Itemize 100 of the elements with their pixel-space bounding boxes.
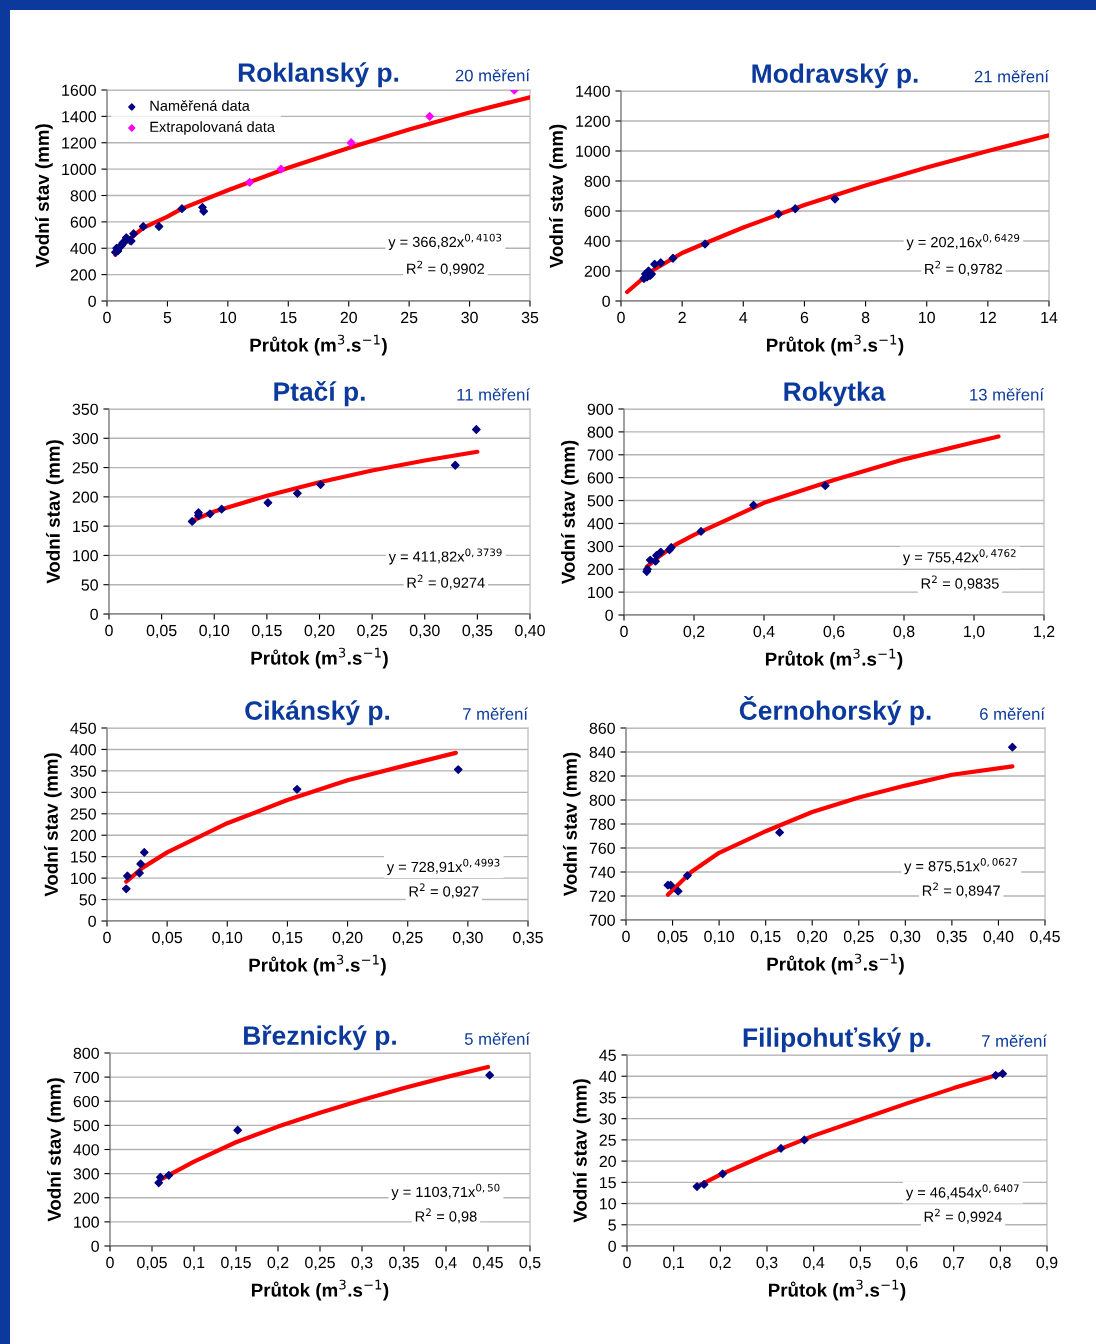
x-tick-label: 0,25 [305,1256,335,1271]
chart-title: Modravský p. [752,63,918,89]
x-axis-title: Průtok (m$^{3}$.s$^{−1}$) [251,1279,389,1301]
y-tick-label: 740 [589,866,615,878]
x-tick-label: 0,30 [452,931,483,946]
chart-title: Rokytka [784,381,886,407]
chart-subtitle: 7 měření [463,707,528,720]
x-tick-label: 35 [521,311,539,324]
chart-title: Březnický p. [244,1024,396,1051]
y-tick-label: 300 [72,432,98,445]
x-axis-title: Průtok (m$^{3}$.s$^{−1}$) [249,954,386,976]
chart-title: Cikánský p. [245,700,390,726]
y-tick-label: 0 [608,1240,616,1252]
y-tick-label: 10 [600,1198,616,1210]
x-tick-label: 0,15 [251,624,282,639]
annotation: y = 728,91x$^{0,4993}$ [386,858,500,875]
y-tick-label: 0 [88,915,96,927]
y-tick-label: 400 [70,242,96,255]
y-tick-label: 500 [73,1120,99,1132]
annotation: y = 202,16x$^{0,6429}$ [906,234,1020,251]
y-axis-title: Vodní stav (mm) [572,1079,591,1223]
x-tick-label: 0,4 [435,1256,457,1271]
x-tick-label: 0,15 [272,931,303,946]
x-tick-label: 8 [861,311,870,324]
chart-subtitle: 6 měření [980,707,1045,720]
x-tick-label: 0,20 [797,930,828,945]
y-tick-label: 760 [589,842,615,854]
x-axis-title: Průtok (m$^{3}$.s$^{−1}$) [765,648,903,670]
y-tick-label: 0 [91,1240,99,1252]
x-tick-label: 0,05 [152,931,183,946]
x-tick-label: 1,2 [1034,625,1055,640]
y-tick-label: 400 [73,1144,99,1156]
y-tick-label: 250 [72,462,98,474]
chart-title: Roklanský p. [238,62,399,88]
y-tick-label: 700 [589,914,615,926]
y-tick-label: 400 [584,235,610,247]
x-tick-label: 0,4 [803,1256,825,1271]
x-tick-label: 0,10 [212,931,243,946]
y-tick-label: 700 [73,1071,99,1084]
y-tick-label: 20 [599,1155,616,1168]
y-tick-label: 780 [589,818,615,830]
y-tick-label: 350 [72,403,98,415]
y-tick-label: 1400 [62,111,96,123]
y-tick-label: 200 [70,829,96,842]
x-axis-title: Průtok (m$^{3}$.s$^{−1}$) [766,334,904,356]
x-tick-label: 0,35 [936,930,967,945]
chart-title: Filipohuťský p. [743,1027,931,1053]
annotation: R$^{2}$ = 0,8947 [922,882,1000,898]
y-tick-label: 1000 [62,163,96,176]
y-tick-label: 50 [79,894,96,906]
x-tick-label: 6 [800,311,809,324]
x-tick-label: 10 [919,311,935,324]
y-tick-label: 400 [70,744,96,756]
x-tick-label: 0,40 [983,930,1014,945]
y-tick-label: 150 [73,520,98,533]
x-tick-label: 0,4 [753,625,775,640]
y-tick-label: 820 [589,770,615,782]
legend-label: Extrapolovaná data [150,121,275,135]
chart-title: Ptačí p. [274,380,365,407]
x-tick-label: 0,25 [392,931,423,946]
y-tick-label: 25 [599,1134,616,1146]
y-tick-label: 300 [587,540,613,553]
y-axis-title: Vodní stav (mm) [562,752,581,897]
y-tick-label: 30 [599,1113,616,1125]
x-tick-label: 20 [340,311,357,324]
x-tick-label: 30 [461,311,478,324]
x-tick-label: 0,05 [137,1256,167,1271]
x-axis-title: Průtok (m$^{3}$.s$^{−1}$) [768,1279,906,1301]
x-axis-title: Průtok (m$^{3}$.s$^{−1}$) [767,953,904,975]
y-tick-label: 200 [70,269,96,281]
y-axis-title: Vodní stav (mm) [35,124,53,268]
y-tick-label: 100 [73,550,98,562]
y-tick-label: 45 [599,1049,616,1061]
x-tick-label: 0,30 [409,624,440,639]
y-axis-title: Vodní stav (mm) [43,753,62,897]
y-axis-title: Vodní stav (mm) [560,440,579,585]
y-tick-label: 860 [589,722,615,734]
x-tick-label: 0,3 [756,1256,778,1271]
x-tick-label: 0,6 [896,1256,918,1271]
x-tick-label: 0 [103,931,111,944]
x-tick-label: 0,30 [890,930,921,945]
y-tick-label: 40 [599,1070,616,1083]
y-tick-label: 350 [70,765,96,777]
y-tick-label: 5 [608,1219,616,1231]
y-axis-title: Vodní stav (mm) [549,124,567,269]
x-tick-label: 0,2 [267,1256,289,1271]
x-tick-label: 15 [280,312,297,324]
y-tick-label: 1400 [576,85,610,97]
x-tick-label: 0,05 [146,624,177,639]
y-tick-label: 600 [73,1095,99,1108]
x-tick-label: 0 [106,1256,114,1269]
chart-subtitle: 11 měření [457,388,530,401]
x-tick-label: 0,9 [1036,1256,1058,1271]
x-tick-label: 0,5 [519,1256,541,1271]
x-tick-label: 4 [739,312,748,323]
y-tick-label: 800 [587,426,613,438]
y-tick-label: 840 [589,746,615,758]
chart-subtitle: 21 měření [974,70,1049,83]
x-tick-label: 0 [105,624,113,637]
x-tick-label: 0 [103,311,111,324]
